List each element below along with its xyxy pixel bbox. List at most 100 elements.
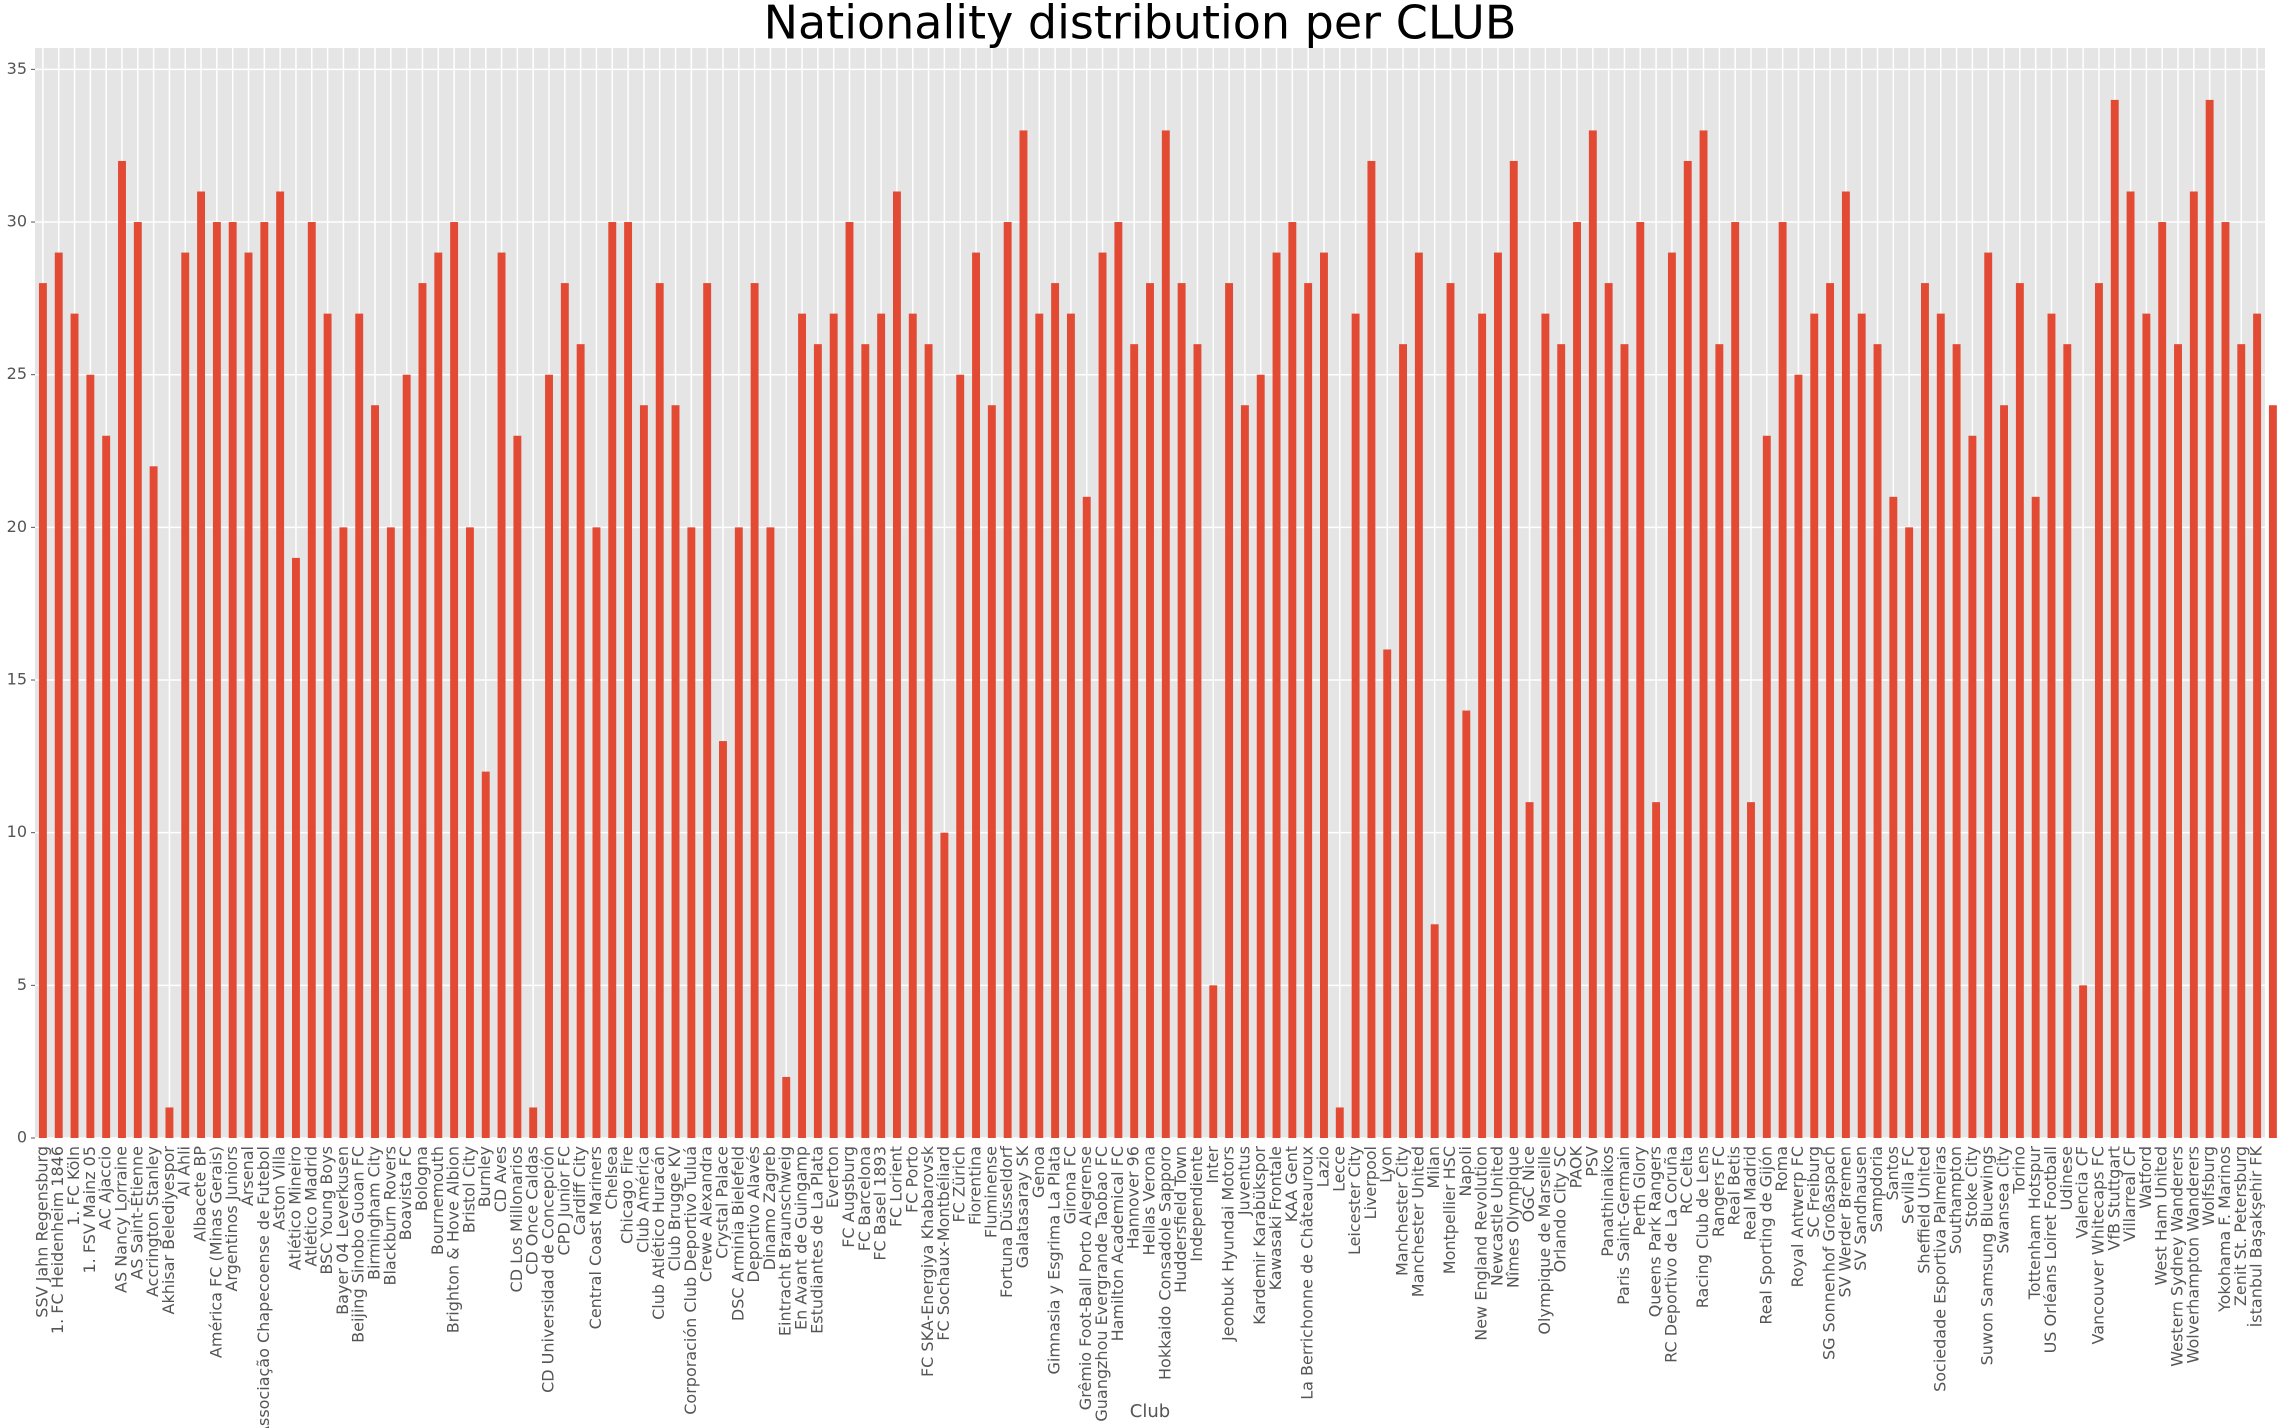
x-tick-label: Suwon Samsung Bluewings bbox=[1978, 1146, 1997, 1365]
x-tick-label: Napoli bbox=[1456, 1146, 1475, 1197]
x-tick-label: Kardemir Karabükspor bbox=[1250, 1146, 1269, 1325]
x-tick-label: CD Los Millonarios bbox=[507, 1146, 526, 1292]
bar bbox=[1288, 222, 1297, 1138]
x-tick-label: Wolfsburg bbox=[2199, 1146, 2218, 1226]
bar bbox=[1209, 985, 1218, 1138]
y-tick-label: 15 bbox=[7, 670, 27, 689]
bar bbox=[1889, 496, 1898, 1139]
bar bbox=[529, 1107, 538, 1138]
bar bbox=[2142, 313, 2151, 1138]
bar bbox=[2079, 985, 2088, 1138]
x-tick-label: 1. FC Köln bbox=[64, 1146, 83, 1226]
x-tick-label: Montpellier HSC bbox=[1440, 1146, 1459, 1274]
bar bbox=[1905, 527, 1914, 1138]
x-tick-label: PAOK bbox=[1567, 1145, 1586, 1188]
bar bbox=[497, 252, 506, 1139]
x-tick-label: Western Sydney Wanderers bbox=[2168, 1146, 2187, 1367]
x-tick-label: PSV bbox=[1582, 1146, 1601, 1177]
bar bbox=[386, 527, 395, 1138]
x-tick-label: Santos bbox=[1883, 1146, 1902, 1201]
x-tick-label: Roma bbox=[1772, 1146, 1791, 1192]
x-tick-label: Newcastle United bbox=[1487, 1146, 1506, 1286]
x-tick-label: Lazio bbox=[1313, 1146, 1332, 1187]
bar bbox=[1446, 283, 1455, 1139]
x-tick-label: Fortuna Düsseldorf bbox=[997, 1146, 1016, 1298]
x-tick-label: Club América bbox=[633, 1146, 652, 1253]
x-tick-label: Associação Chapecoense de Futebol bbox=[254, 1146, 273, 1428]
bar bbox=[2237, 344, 2246, 1138]
bar bbox=[592, 527, 601, 1138]
x-tick-label: AC Ajaccio bbox=[96, 1146, 115, 1230]
x-tick-label: Arsenal bbox=[238, 1146, 257, 1206]
x-tick-label: Manchester City bbox=[1393, 1146, 1412, 1276]
bar bbox=[1778, 222, 1787, 1138]
x-tick-label: Stoke City bbox=[1962, 1146, 1981, 1227]
bar bbox=[323, 313, 332, 1138]
bar bbox=[972, 252, 980, 1139]
x-tick-label: Vancouver Whitecaps FC bbox=[2088, 1146, 2107, 1344]
bar bbox=[1921, 283, 1929, 1139]
bar bbox=[1715, 344, 1724, 1138]
x-tick-label: Lyon bbox=[1377, 1146, 1396, 1183]
bar bbox=[2221, 222, 2230, 1138]
x-tick-label: KAA Gent bbox=[1282, 1146, 1301, 1222]
x-tick-label: Orlando City SC bbox=[1551, 1146, 1570, 1272]
bar bbox=[1351, 313, 1360, 1138]
bar bbox=[434, 252, 443, 1139]
bar bbox=[1430, 924, 1439, 1138]
bar bbox=[418, 283, 427, 1139]
x-tick-label: New England Revolution bbox=[1472, 1146, 1491, 1341]
x-tick-label: Manchester United bbox=[1408, 1146, 1427, 1297]
bar bbox=[1051, 283, 1060, 1139]
chart-title: Nationality distribution per CLUB bbox=[764, 0, 1517, 50]
y-tick-label: 30 bbox=[7, 212, 27, 231]
x-tick-label: Guangzhou Evergrande Taobao FC bbox=[1092, 1146, 1111, 1422]
x-tick-label: Juventus bbox=[1234, 1146, 1253, 1216]
bar bbox=[1304, 283, 1313, 1139]
bar bbox=[1509, 160, 1518, 1139]
x-tick-label: Central Coast Mariners bbox=[586, 1146, 605, 1329]
y-tick-label: 35 bbox=[7, 59, 27, 78]
bar bbox=[560, 283, 569, 1139]
x-tick-label: FC Sochaux-Montbéliard bbox=[934, 1146, 953, 1341]
bar bbox=[2126, 191, 2135, 1138]
x-tick-label: Bologna bbox=[412, 1146, 431, 1211]
x-tick-label: CD Aves bbox=[491, 1146, 510, 1212]
bar bbox=[1588, 130, 1597, 1138]
bar bbox=[1462, 710, 1471, 1138]
bar bbox=[1525, 802, 1534, 1138]
bar bbox=[639, 405, 648, 1138]
x-tick-label: DSC Arminia Bielefeld bbox=[728, 1146, 747, 1321]
bar bbox=[244, 252, 253, 1139]
x-tick-label: OGC Nice bbox=[1519, 1146, 1538, 1222]
x-tick-label: Zenit St. Petersburg bbox=[2231, 1146, 2250, 1306]
x-tick-label: Accrington Stanley bbox=[143, 1146, 162, 1297]
bar bbox=[149, 466, 158, 1138]
x-tick-label: Nîmes Olympique bbox=[1503, 1146, 1522, 1288]
bar bbox=[1272, 252, 1281, 1139]
bar bbox=[1177, 283, 1186, 1139]
bar bbox=[671, 405, 680, 1138]
x-tick-label: FC Porto bbox=[902, 1146, 921, 1213]
bar bbox=[1414, 252, 1423, 1139]
bar bbox=[1573, 222, 1581, 1138]
x-tick-label: SV Sandhausen bbox=[1851, 1146, 1870, 1271]
bar bbox=[38, 283, 47, 1139]
bar bbox=[2174, 344, 2182, 1138]
x-tick-label: FC Augsburg bbox=[839, 1146, 858, 1248]
x-tick-label: Everton bbox=[823, 1146, 842, 1208]
x-tick-label: Blackburn Rovers bbox=[380, 1146, 399, 1286]
x-tick-label: Sociedade Esportiva Palmeiras bbox=[1930, 1146, 1949, 1392]
bar bbox=[465, 527, 474, 1138]
x-tick-label: Sevilla FC bbox=[1899, 1146, 1918, 1224]
bar bbox=[2031, 496, 2040, 1139]
bar bbox=[402, 374, 411, 1138]
x-tick-label: Torino bbox=[2009, 1146, 2028, 1195]
x-tick-label: SV Werder Bremen bbox=[1835, 1146, 1854, 1298]
bar bbox=[1762, 435, 1771, 1138]
x-tick-label: Rangers FC bbox=[1709, 1146, 1728, 1237]
bar bbox=[1478, 313, 1487, 1138]
bar bbox=[924, 344, 933, 1138]
bar bbox=[70, 313, 79, 1138]
